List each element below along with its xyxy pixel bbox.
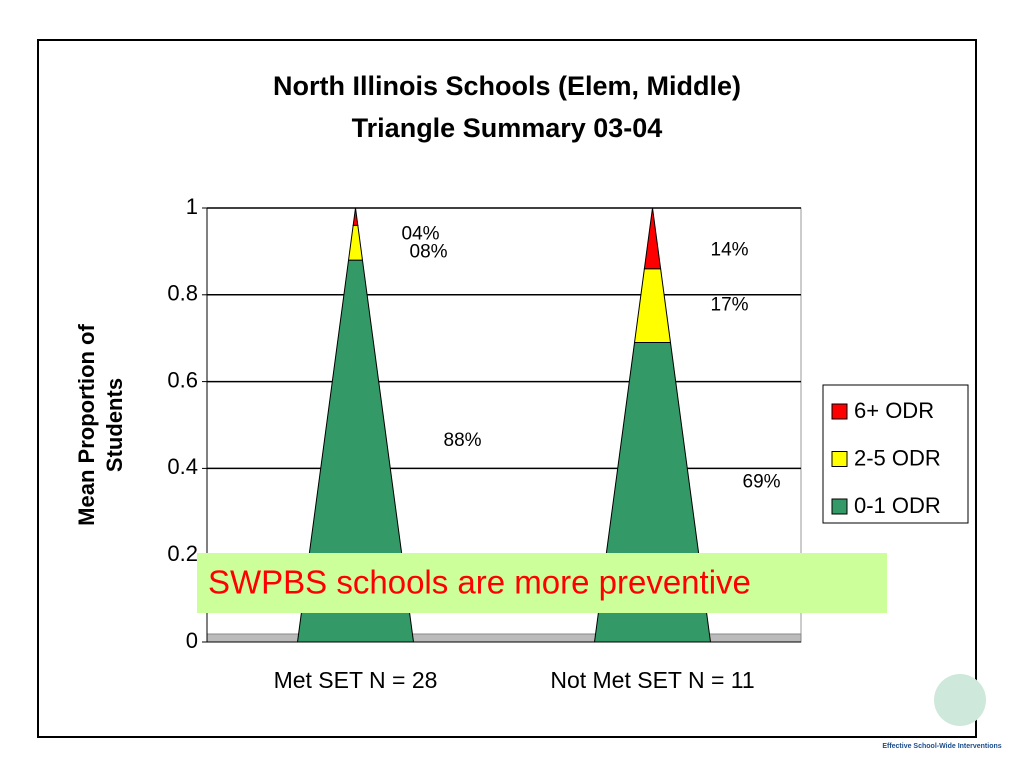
annotation: SWPBS schools are more preventive <box>208 564 751 601</box>
y-tick-label: 0.2 <box>167 541 198 566</box>
segment <box>352 207 359 226</box>
legend-swatch <box>831 451 848 467</box>
y-axis-label: Mean Proportion of Students <box>74 324 127 526</box>
legend-label: 0-1 ODR <box>854 493 941 518</box>
data-label: 04% <box>402 224 440 245</box>
data-label: 08% <box>410 242 448 263</box>
y-tick-label: 1 <box>186 194 198 219</box>
footer: Effective School-Wide Interventions <box>882 743 1001 750</box>
logo <box>934 674 986 726</box>
data-label: 14% <box>711 239 749 260</box>
legend-swatch <box>831 498 848 515</box>
y-label-line: Students <box>102 378 127 472</box>
y-tick-label: 0.8 <box>167 281 198 306</box>
data-label: 69% <box>743 471 781 492</box>
legend-label: 2-5 ODR <box>854 445 941 470</box>
chart-subtitle: Triangle Summary 03-04 <box>352 113 663 143</box>
y-tick-label: 0.4 <box>167 454 198 479</box>
y-tick-label: 0 <box>186 628 198 653</box>
x-tick-label: Met SET N = 28 <box>274 667 438 693</box>
legend: 6+ ODR 2-5 ODR 0-1 ODR <box>822 384 969 524</box>
annotation-box <box>197 553 887 613</box>
data-label: 17% <box>711 295 749 316</box>
y-tick-label: 0.6 <box>167 367 198 392</box>
data-label: 88% <box>444 430 482 451</box>
x-tick-label: Not Met SET N = 11 <box>550 667 754 693</box>
segment <box>643 207 662 270</box>
floor <box>206 633 802 643</box>
legend-swatch <box>831 403 848 420</box>
chart-title: North Illinois Schools (Elem, Middle) <box>273 71 741 101</box>
y-label-line: Mean Proportion of <box>74 324 99 526</box>
legend-label: 6+ ODR <box>854 398 934 423</box>
